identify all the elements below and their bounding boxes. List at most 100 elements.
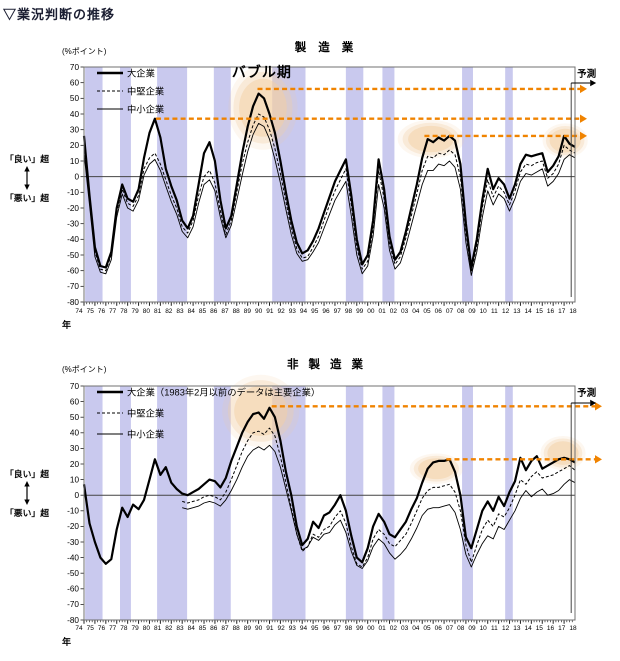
svg-text:14: 14 [524,308,532,315]
svg-text:-30: -30 [67,219,79,228]
svg-text:16: 16 [547,308,555,315]
good-bad-annotation: 「良い」超「悪い」超 [5,153,49,203]
svg-text:75: 75 [87,625,95,632]
y-axis: 70 60 50 40 30 20 10 0 -10 -20 -30 -40 -50 -60 -70 -80 [67,63,84,307]
svg-text:07: 07 [446,308,454,315]
svg-text:74: 74 [75,625,83,632]
svg-text:-20: -20 [67,204,79,213]
svg-text:07: 07 [446,625,454,632]
legend-label: 中堅企業 [127,85,164,96]
svg-text:04: 04 [412,308,420,315]
svg-text:-50: -50 [67,569,79,578]
recession-bands [85,67,513,302]
plot-frame [83,66,576,303]
svg-text:97: 97 [334,625,342,632]
svg-text:83: 83 [176,625,184,632]
svg-text:89: 89 [244,308,252,315]
svg-text:81: 81 [154,625,162,632]
svg-text:95: 95 [311,308,319,315]
legend-label: 中小企業 [127,428,164,439]
unit-label: (%ポイント) [62,47,107,56]
bubble-era-label: バブル期 [232,64,292,80]
svg-text:18: 18 [569,308,577,315]
chart-title: 非製造業 [287,357,373,371]
svg-text:90: 90 [255,308,263,315]
svg-text:15: 15 [536,625,544,632]
svg-text:-60: -60 [67,266,79,275]
year-axis-label: 年 [62,319,71,330]
svg-text:85: 85 [199,625,207,632]
svg-text:15: 15 [536,308,544,315]
svg-text:「良い」超: 「良い」超 [5,468,49,479]
svg-text:01: 01 [379,625,387,632]
svg-text:78: 78 [120,308,128,315]
svg-text:99: 99 [356,625,364,632]
svg-text:11: 11 [491,308,498,315]
year-axis-label: 年 [62,636,71,647]
svg-text:10: 10 [480,308,488,315]
svg-text:87: 87 [221,308,229,315]
svg-text:79: 79 [132,308,140,315]
svg-text:95: 95 [311,625,319,632]
svg-text:-20: -20 [67,522,79,531]
svg-text:05: 05 [423,625,431,632]
svg-text:01: 01 [379,308,387,315]
svg-text:17: 17 [558,625,566,632]
forecast-label: 予測 [577,68,596,80]
svg-text:76: 76 [98,308,106,315]
svg-text:12: 12 [502,308,510,315]
page-title: ▽業況判断の推移 [3,7,116,22]
legend-label: 大企業 [127,67,155,78]
legend-label: 中堅企業 [127,407,164,418]
svg-text:84: 84 [188,308,196,315]
svg-text:79: 79 [132,625,140,632]
svg-text:09: 09 [468,625,476,632]
plot-frame [83,385,576,621]
svg-text:08: 08 [457,308,465,315]
svg-text:92: 92 [277,308,285,315]
svg-text:80: 80 [143,625,151,632]
svg-text:83: 83 [176,308,184,315]
svg-text:08: 08 [457,625,465,632]
series-thick [82,92,576,269]
legend-label: 大企業（1983年2月以前のデータは主要企業） [127,386,320,397]
series-dashed [83,113,576,273]
svg-text:03: 03 [401,625,409,632]
series-thin [182,444,576,569]
highlight-ellipses [222,374,586,484]
svg-text:10: 10 [480,625,488,632]
svg-text:74: 74 [75,308,83,315]
series-thick [82,406,576,565]
svg-text:76: 76 [98,625,106,632]
svg-text:81: 81 [154,308,162,315]
series-dashed [182,427,576,568]
svg-text:02: 02 [390,308,398,315]
svg-text:60: 60 [70,397,80,406]
svg-text:89: 89 [244,625,252,632]
svg-text:82: 82 [165,308,173,315]
svg-text:「悪い」超: 「悪い」超 [5,507,49,518]
svg-text:06: 06 [435,308,443,315]
svg-text:12: 12 [502,625,510,632]
svg-text:13: 13 [513,625,521,632]
svg-text:17: 17 [558,308,566,315]
svg-text:90: 90 [255,625,263,632]
svg-text:88: 88 [233,308,241,315]
y-axis: 70 60 50 40 30 20 10 0 -10 -20 -30 -40 -50 -60 -70 -80 [67,382,84,625]
svg-text:18: 18 [569,625,577,632]
svg-text:14: 14 [524,625,532,632]
svg-text:80: 80 [143,308,151,315]
svg-text:60: 60 [70,78,80,87]
svg-text:97: 97 [334,308,342,315]
svg-text:16: 16 [547,625,555,632]
series-thin [83,122,576,276]
svg-text:93: 93 [289,308,297,315]
svg-text:-80: -80 [67,616,79,625]
svg-text:70: 70 [70,63,80,72]
svg-text:00: 00 [367,625,375,632]
svg-text:84: 84 [188,625,196,632]
svg-text:-50: -50 [67,251,79,260]
